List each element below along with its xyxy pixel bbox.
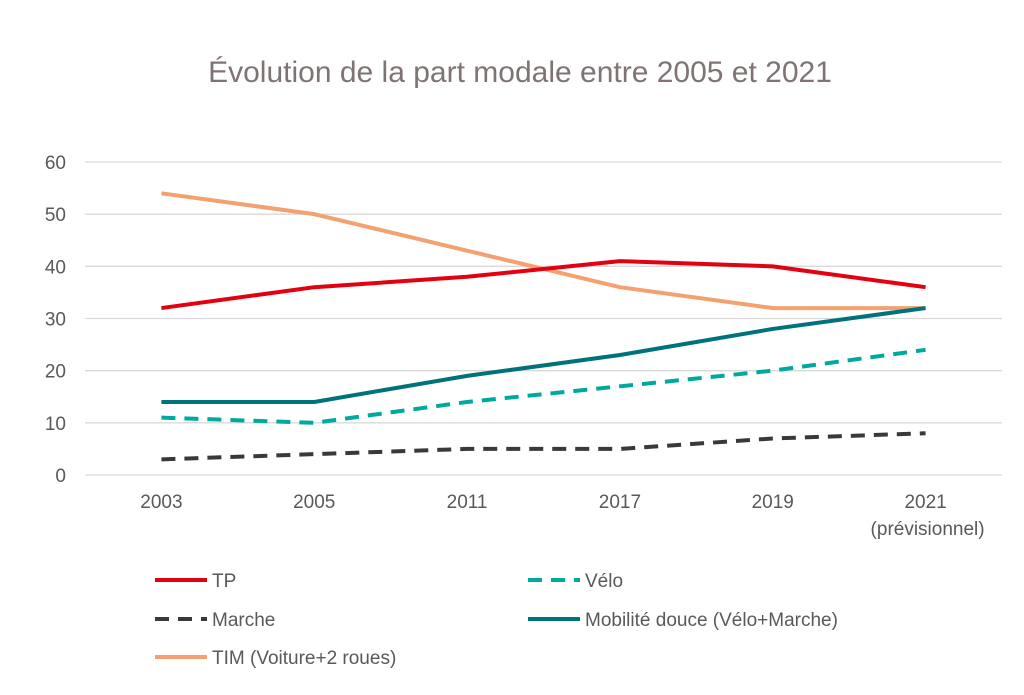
series-line-v-lo — [161, 347, 926, 425]
x-tick-sublabel: (prévisionnel) — [871, 519, 985, 540]
y-tick-label: 20 — [45, 362, 66, 383]
legend-item: Mobilité douce (Vélo+Marche) — [528, 610, 838, 631]
y-tick-label: 0 — [55, 466, 66, 487]
legend-label: Marche — [212, 610, 275, 631]
x-tick-label: 2019 — [752, 492, 794, 513]
x-tick-label: 2011 — [447, 492, 488, 513]
legend-label: TIM (Voiture+2 roues) — [212, 648, 396, 669]
series-line-tp — [161, 259, 926, 311]
series-line-mobilit-douce-v-lo-marche- — [161, 306, 926, 404]
x-tick-label: 2021 — [904, 492, 946, 513]
legend-item: TIM (Voiture+2 roues) — [155, 648, 396, 669]
y-tick-label: 10 — [45, 414, 66, 435]
legend-label: Mobilité douce (Vélo+Marche) — [585, 610, 838, 631]
y-tick-label: 50 — [45, 205, 66, 226]
series-line-marche — [161, 431, 926, 462]
legend-item: Marche — [155, 610, 275, 631]
x-tick-label: 2017 — [599, 492, 641, 513]
legend-label: Vélo — [585, 571, 623, 592]
y-tick-label: 40 — [45, 257, 66, 278]
x-tick-label: 2005 — [293, 492, 335, 513]
legend-label: TP — [212, 571, 236, 592]
x-tick-label: 2003 — [140, 492, 182, 513]
legend-item: Vélo — [528, 571, 623, 592]
legend-item: TP — [155, 571, 236, 592]
y-tick-label: 30 — [45, 310, 66, 331]
chart-title: Évolution de la part modale entre 2005 e… — [208, 56, 832, 89]
y-tick-label: 60 — [45, 153, 66, 174]
